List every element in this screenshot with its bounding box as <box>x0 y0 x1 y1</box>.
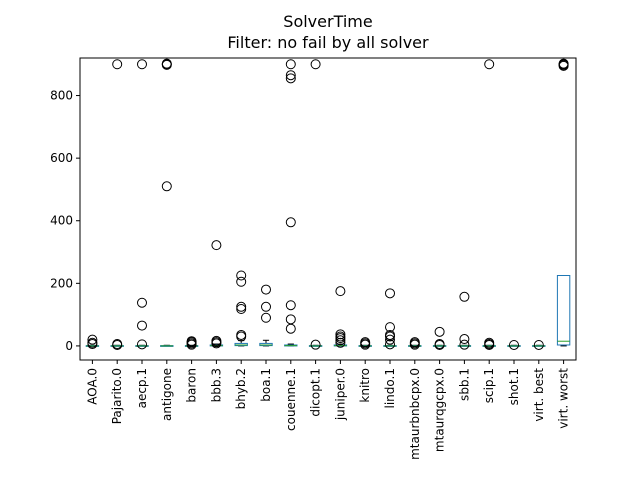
x-tick-label: aecp.1 <box>135 368 149 408</box>
plot-area: 0 200 400 600 800 AOA.0 Pajarito.0 aecp.1 antigo… <box>50 58 571 460</box>
outlier-point <box>186 336 197 347</box>
x-tick-label: dicopt.1 <box>309 368 323 417</box>
y-tick-label: 0 <box>65 339 73 353</box>
outlier-point <box>137 339 147 350</box>
x-tick-label: shot.1 <box>507 368 521 405</box>
outlier-point <box>385 329 395 340</box>
x-tick-label: virt. worst <box>557 368 571 429</box>
outlier-point <box>558 58 569 69</box>
outlier-point <box>360 337 371 348</box>
outlier-point <box>211 335 222 346</box>
outlier-point <box>484 337 495 348</box>
x-tick-label: mtaurbnbcpx.0 <box>408 368 422 460</box>
outlier-point <box>310 59 321 70</box>
outlier-point <box>236 329 247 340</box>
outlier-point <box>112 59 123 70</box>
y-tick-label: 800 <box>50 89 73 103</box>
outlier-point <box>310 339 321 350</box>
outlier-point <box>236 303 247 314</box>
outlier-point <box>137 59 147 70</box>
outlier-point <box>285 314 296 325</box>
outlier-point <box>335 335 346 346</box>
x-tick-label: bbb.3 <box>209 368 223 402</box>
x-tick-label: lindo.1 <box>383 368 397 408</box>
outlier-point <box>335 329 346 340</box>
x-tick-label: Pajarito.0 <box>110 368 124 424</box>
outlier-point <box>261 312 271 323</box>
x-tick-label: mtaurqgcpx.0 <box>433 368 447 452</box>
x-tick-label: couenne.1 <box>284 368 298 431</box>
outlier-point <box>385 322 395 333</box>
x-tick-label: knitro <box>358 368 372 403</box>
outlier-point <box>335 331 346 342</box>
x-tick-label: bhyb.2 <box>234 368 248 409</box>
outlier-point <box>236 276 247 287</box>
y-tick-label: 200 <box>50 276 73 290</box>
outlier-point <box>236 301 247 312</box>
outlier-point <box>335 286 346 297</box>
outlier-point <box>385 288 395 299</box>
outlier-point <box>285 59 296 70</box>
x-tick-label: boa.1 <box>259 368 273 402</box>
outlier-point <box>285 70 296 81</box>
x-tick-label: antigone <box>160 368 174 421</box>
x-tick-label: juniper.0 <box>333 368 347 421</box>
outlier-point <box>459 339 470 350</box>
chart-subtitle: Filter: no fail by all solver <box>227 33 429 52</box>
x-tick-label: scip.1 <box>482 368 496 403</box>
outlier-point <box>385 334 395 345</box>
outlier-point <box>484 59 495 70</box>
outlier-point <box>161 58 172 69</box>
outlier-point <box>261 284 271 295</box>
outlier-point <box>509 339 519 350</box>
outlier-point <box>459 334 470 345</box>
outlier-point <box>161 181 172 192</box>
y-tick-label: 400 <box>50 214 73 228</box>
outlier-point <box>137 320 147 331</box>
outlier-point <box>285 217 296 228</box>
y-tick-label: 600 <box>50 151 73 165</box>
outlier-point <box>335 337 346 348</box>
outlier-point <box>285 300 296 311</box>
outlier-point <box>261 301 271 312</box>
outlier-point <box>87 334 98 345</box>
box-19 <box>556 275 571 346</box>
x-tick-label: virt. best <box>532 368 546 422</box>
x-tick-label: AOA.0 <box>85 368 99 405</box>
outlier-point <box>409 337 420 348</box>
outlier-point <box>137 297 147 308</box>
outlier-point <box>211 240 222 251</box>
outlier-point <box>285 73 296 84</box>
outlier-point <box>87 337 98 348</box>
chart-title: SolverTime <box>283 12 372 31</box>
outlier-point <box>236 270 247 281</box>
outlier-point <box>112 339 123 350</box>
outlier-point <box>459 291 470 302</box>
outlier-point <box>533 339 544 350</box>
axes-frame <box>79 57 577 361</box>
x-tick-label: sbb.1 <box>457 368 471 401</box>
x-tick-label: baron <box>185 368 199 403</box>
outlier-point <box>434 326 445 337</box>
outlier-point <box>434 339 445 350</box>
